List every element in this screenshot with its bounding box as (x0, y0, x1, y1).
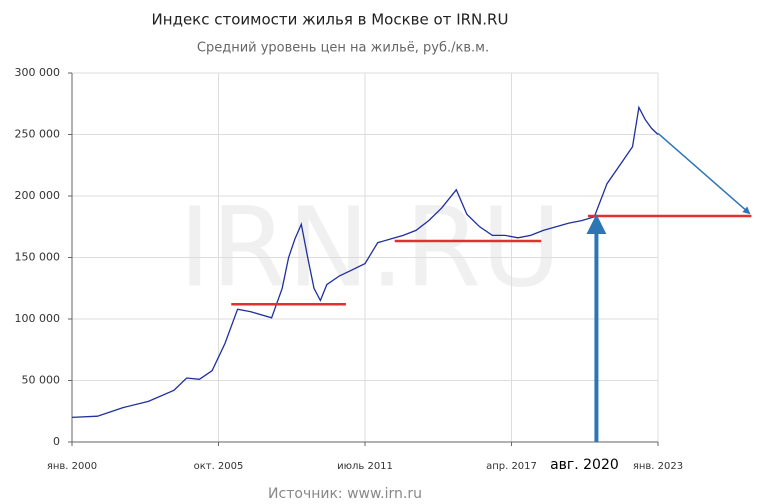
x-tick-label: июль 2011 (337, 461, 393, 472)
y-tick-label: 300 000 (15, 66, 61, 79)
y-tick-label: 100 000 (15, 312, 61, 325)
watermark: IRN.RU (178, 183, 561, 311)
x-tick-label: апр. 2017 (486, 461, 537, 472)
annotation: авг. 2020 (550, 457, 619, 473)
y-tick-label: 200 000 (15, 189, 61, 202)
x-tick-label: янв. 2000 (47, 461, 97, 472)
x-tick-label: окт. 2005 (194, 461, 244, 472)
arrow (657, 132, 751, 215)
chart-subtitle: Средний уровень цен на жильё, руб./кв.м. (197, 41, 489, 56)
source: Источник: www.irn.ru (268, 486, 422, 502)
y-tick-label: 0 (53, 435, 60, 448)
y-tick-label: 250 000 (15, 128, 61, 141)
x-tick-label: янв. 2023 (633, 461, 683, 472)
y-tick-label: 150 000 (15, 251, 61, 264)
y-tick-label: 50 000 (22, 374, 61, 387)
chart-title: Индекс стоимости жилья в Москве от IRN.R… (152, 11, 509, 29)
line (71, 105, 659, 419)
